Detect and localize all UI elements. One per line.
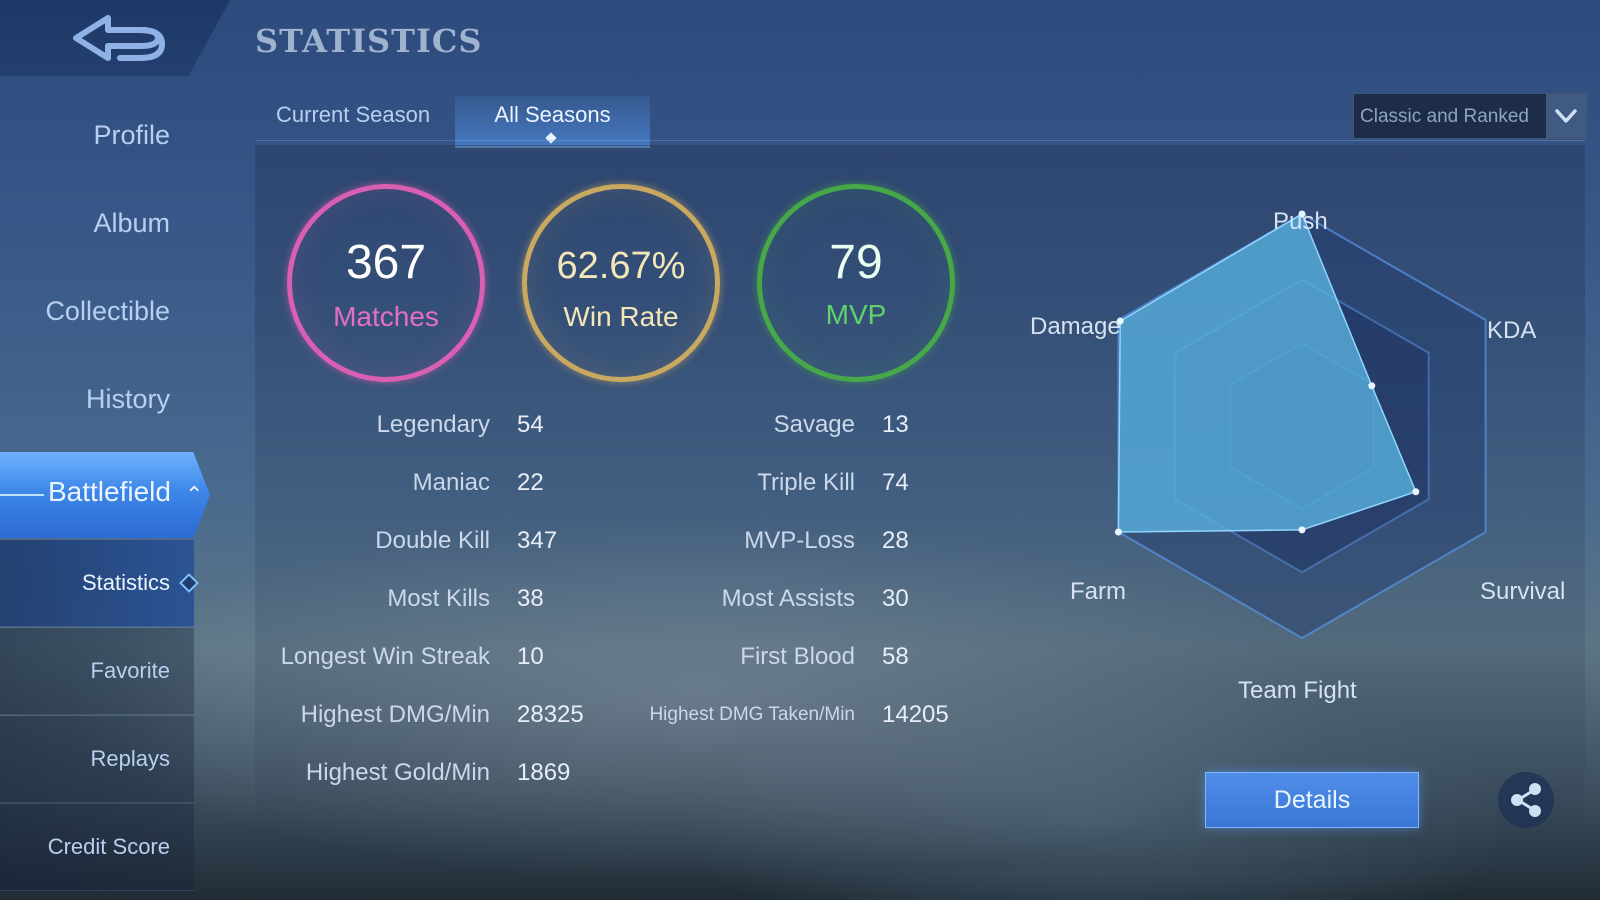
mvp-label: MVP [825, 299, 887, 330]
stat-label: First Blood [740, 643, 855, 670]
divider-line [0, 494, 44, 496]
sidebar-item-label: Battlefield [48, 476, 171, 507]
radar-point-team-fight [1298, 526, 1306, 534]
back-button-area [0, 0, 230, 76]
stat-value: 22 [517, 469, 544, 496]
mvp-circle: 79 MVP [757, 184, 955, 382]
sidebar-item-battlefield[interactable]: Battlefield ⌃ [0, 452, 210, 538]
tab-label: All Seasons [494, 102, 611, 127]
mode-select-value: Classic and Ranked [1360, 106, 1529, 127]
win-rate-label: Win Rate [563, 301, 679, 332]
radar-label-survival: Survival [1480, 578, 1566, 605]
sidebar-item-profile[interactable]: Profile [93, 120, 170, 150]
sidebar: Profile Album Collectible History [0, 90, 230, 900]
sidebar-subitem-label: Credit Score [47, 834, 170, 859]
sidebar-subitem-credit-score[interactable]: Credit Score [0, 804, 194, 891]
radar-point-damage [1116, 317, 1124, 325]
back-button[interactable] [70, 10, 170, 66]
stat-label: Longest Win Streak [280, 643, 490, 670]
stat-value: 14205 [882, 701, 949, 728]
stat-label: MVP-Loss [744, 527, 855, 554]
stat-label: Savage [773, 411, 855, 438]
radar-point-kda [1368, 382, 1376, 390]
sidebar-subitem-label: Statistics [81, 570, 170, 595]
stat-value: 10 [517, 643, 544, 670]
stat-value: 30 [882, 585, 909, 612]
radar-chart [1114, 210, 1487, 640]
back-arrow-icon [73, 15, 166, 61]
win-rate-circle: 62.67% Win Rate [522, 184, 720, 382]
stat-label: Triple Kill [757, 469, 855, 496]
matches-label: Matches [333, 301, 439, 332]
sidebar-subitem-favorite[interactable]: Favorite [0, 628, 194, 715]
tab-divider [255, 140, 1585, 141]
stat-label: Most Assists [721, 585, 855, 612]
radar-point-survival [1412, 488, 1420, 496]
win-rate-value: 62.67% [556, 245, 686, 287]
stat-label: Highest DMG/Min [300, 701, 490, 728]
tab-active-dot [545, 132, 557, 144]
sidebar-item-collectible[interactable]: Collectible [45, 296, 170, 326]
stat-value: 13 [882, 411, 909, 438]
details-button[interactable]: Details [1205, 772, 1419, 828]
radar-point-push [1298, 210, 1306, 218]
stat-label: Maniac [412, 469, 490, 496]
stat-value: 38 [517, 585, 544, 612]
mode-select[interactable]: Classic and Ranked [1353, 93, 1587, 139]
stat-value: 28 [882, 527, 909, 554]
share-icon [1511, 783, 1541, 817]
radar-label-farm: Farm [1070, 578, 1126, 605]
stat-value: 74 [882, 469, 909, 496]
stat-value: 58 [882, 643, 909, 670]
chevron-up-icon: ⌃ [185, 482, 204, 507]
sidebar-subitem-label: Replays [90, 746, 170, 771]
matches-circle: 367 Matches [287, 184, 485, 382]
radar-point-farm [1114, 528, 1122, 536]
chevron-down-icon [1546, 94, 1586, 138]
sidebar-subitem-replays[interactable]: Replays [0, 716, 194, 803]
radar-label-push: Push [1273, 208, 1328, 235]
sidebar-subitem-label: Favorite [90, 658, 170, 683]
mvp-value: 79 [829, 236, 883, 289]
sidebar-item-album[interactable]: Album [93, 208, 170, 238]
matches-value: 367 [345, 236, 427, 289]
stat-value: 28325 [517, 701, 584, 728]
radar-label-kda: KDA [1487, 317, 1537, 344]
stat-value: 1869 [517, 759, 571, 786]
page-title: STATISTICS [255, 22, 483, 60]
stat-label: Legendary [376, 411, 490, 438]
radar-label-team-fight: Team Fight [1238, 677, 1357, 704]
stat-label: Highest Gold/Min [305, 759, 490, 786]
radar-label-damage: Damage [1030, 313, 1121, 340]
share-button[interactable] [1498, 772, 1554, 828]
stat-label: Double Kill [375, 527, 490, 554]
stat-value: 347 [517, 527, 558, 554]
sidebar-item-history[interactable]: History [85, 384, 170, 414]
sidebar-subitem-statistics[interactable]: Statistics [0, 540, 199, 627]
stat-label: Most Kills [387, 585, 490, 612]
stat-label: Highest DMG Taken/Min [649, 704, 855, 725]
stat-value: 54 [517, 411, 544, 438]
tab-current-season[interactable]: Current Season [276, 102, 431, 127]
